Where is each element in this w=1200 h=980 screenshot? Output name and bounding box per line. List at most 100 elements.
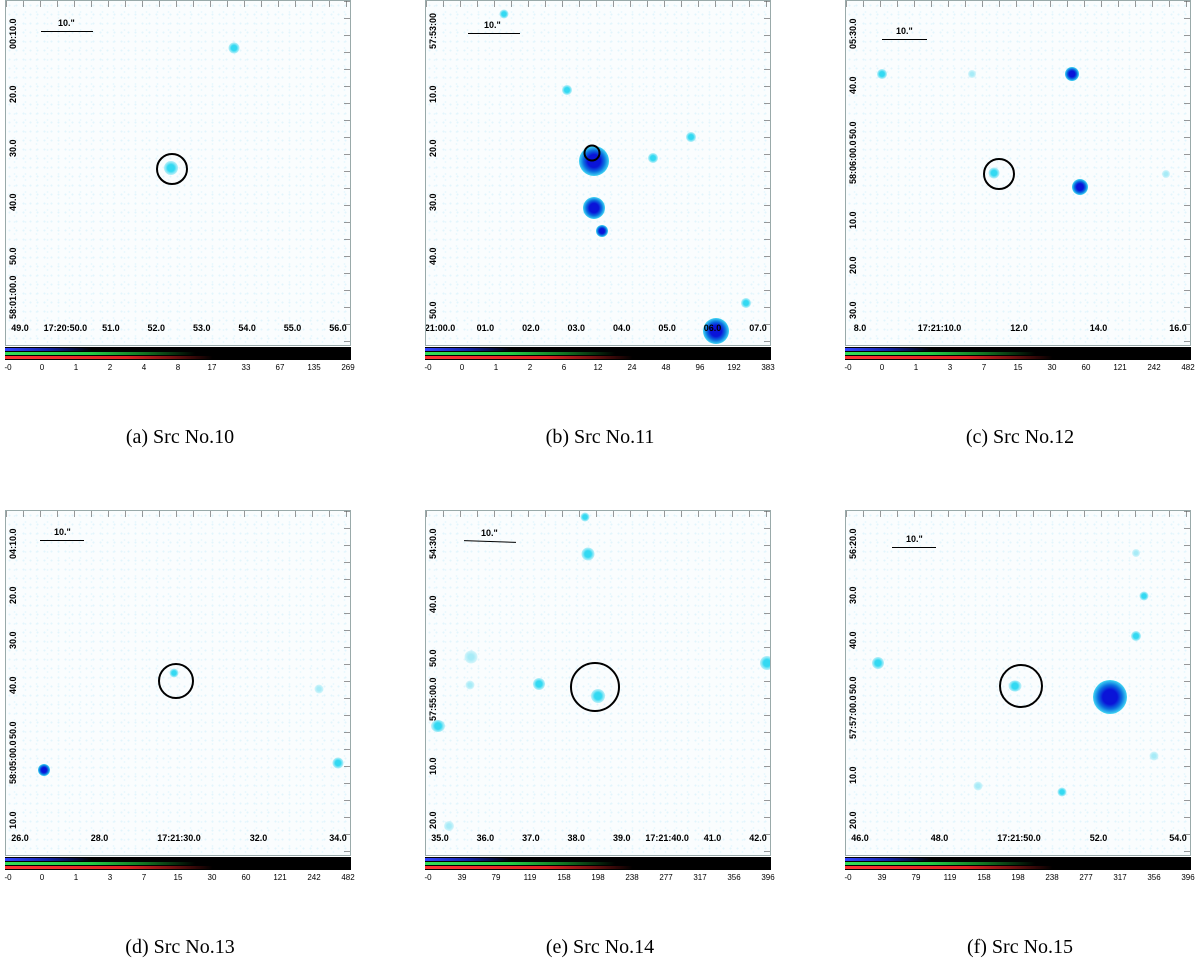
colorbar-tick-label: 119 <box>943 873 957 882</box>
x-tick-label: 36.0 <box>476 833 495 843</box>
x-tick-label: 17:21:10.0 <box>917 323 962 333</box>
colorbar-tick-label: 7 <box>981 363 987 372</box>
colorbar-tick-label: 96 <box>695 363 705 372</box>
colorbar-tick-label: 242 <box>1147 363 1161 372</box>
y-tick-label: 57:53:00 <box>428 12 438 49</box>
star <box>1057 787 1067 797</box>
colorbar-tick-label: 158 <box>977 873 991 882</box>
source-circle <box>156 153 188 185</box>
x-tick-label: 53.0 <box>192 323 211 333</box>
y-tick-label: 20.0 <box>848 811 858 829</box>
y-tick-label: 57:55:00.0 <box>428 677 438 721</box>
star <box>1093 680 1127 714</box>
x-tick-label: 51.0 <box>102 323 120 333</box>
x-tick-label: 04.0 <box>612 323 631 333</box>
y-tick-label: 58:06:00.0 <box>848 140 858 184</box>
colorbar-tick-label: 356 <box>727 873 741 882</box>
x-tick-label: 17:20:50.0 <box>43 323 88 333</box>
star <box>973 781 983 791</box>
colorbar-tick-label: 3 <box>107 873 113 882</box>
y-tick-label: 40.0 <box>428 247 438 265</box>
x-tick-label: 03.0 <box>567 323 586 333</box>
colorbar <box>845 347 1191 360</box>
colorbar-tick-label: 39 <box>457 873 467 882</box>
x-tick-label: 55.0 <box>283 323 302 333</box>
image-frame: 10." 8.0 17:21:10.0 12.0 14.0 16.0 05:30.0 40… <box>845 0 1191 346</box>
y-tick-label: 30.0 <box>8 139 18 157</box>
star <box>581 547 595 561</box>
x-tick-label: 48.0 <box>930 833 949 843</box>
colorbar-tick-label: 238 <box>625 873 639 882</box>
star <box>444 821 454 831</box>
y-tick-label: 58:05:00.0 <box>8 740 18 784</box>
colorbar <box>5 857 351 870</box>
x-tick-label: 42.0 <box>749 833 767 843</box>
image-frame: 10." 21:00.0 01.0 02.0 03.0 04.0 05.0 06.0 07.0… <box>425 0 771 346</box>
colorbar-tick-label: 1 <box>73 363 79 372</box>
caption: (e) Src No.14 <box>545 936 655 958</box>
star <box>562 85 572 95</box>
star <box>596 225 608 237</box>
x-tick-label: 52.0 <box>147 323 166 333</box>
caption: (b) Src No.11 <box>545 426 655 448</box>
scale-label: 10." <box>484 20 501 30</box>
y-tick-label: 20.0 <box>8 85 18 103</box>
colorbar-tick-label: 0 <box>39 363 45 372</box>
colorbar-tick-label: 79 <box>491 873 501 882</box>
star <box>741 298 751 308</box>
x-tick-label: 12.0 <box>1010 323 1028 333</box>
star <box>1132 549 1140 557</box>
star <box>533 678 545 690</box>
y-tick-label: 40.0 <box>848 631 858 649</box>
colorbar-tick-label: 33 <box>241 363 251 372</box>
x-tick-label: 56.0 <box>329 323 347 333</box>
star <box>968 70 976 78</box>
y-tick-label: 10.0 <box>428 757 438 775</box>
y-tick-label: 20.0 <box>428 139 438 157</box>
x-tick-label: 05.0 <box>658 323 676 333</box>
colorbar-tick-label: -0 <box>424 873 432 882</box>
colorbar-tick-label: 7 <box>141 873 147 882</box>
panel-a: 10." 49.0 17:20:50.0 51.0 52.0 53.0 54.0 55.0 5… <box>0 0 360 470</box>
x-tick-label: 28.0 <box>90 833 109 843</box>
star <box>1162 170 1170 178</box>
star <box>1139 591 1149 601</box>
y-tick-label: 50.0 <box>848 121 858 139</box>
y-tick-label: 40.0 <box>848 76 858 94</box>
colorbar-tick-label: 12 <box>593 363 603 372</box>
colorbar-tick-label: 17 <box>207 363 217 372</box>
x-tick-label: 37.0 <box>522 833 540 843</box>
x-tick-label: 32.0 <box>249 833 268 843</box>
scale-label: 10." <box>54 527 71 537</box>
colorbar-tick-label: 30 <box>1047 363 1057 372</box>
star <box>872 657 884 669</box>
star <box>877 69 887 79</box>
y-tick-label: 58:01:00.0 <box>8 275 18 319</box>
y-tick-label: 40.0 <box>8 193 18 211</box>
y-tick-label: 30.0 <box>428 193 438 211</box>
scale-label: 10." <box>58 18 75 28</box>
panel-c: 10." 8.0 17:21:10.0 12.0 14.0 16.0 05:30.0 40… <box>840 0 1200 470</box>
caption: (a) Src No.10 <box>125 426 235 448</box>
scale-label: 10." <box>906 534 923 544</box>
y-tick-label: 10.0 <box>848 211 858 229</box>
star <box>686 132 696 142</box>
star <box>38 764 50 776</box>
y-tick-label: 40.0 <box>8 676 18 694</box>
colorbar-tick-label: -0 <box>844 873 852 882</box>
image-frame: 10." 35.0 36.0 37.0 38.0 39.0 17:21:40.0 41.0 4… <box>425 510 771 856</box>
source-circle <box>999 664 1043 708</box>
star <box>228 42 240 54</box>
colorbar-tick-label: 317 <box>1113 873 1127 882</box>
x-tick-label: 26.0 <box>11 833 29 843</box>
y-tick-label: 50.0 <box>8 247 18 265</box>
colorbar-tick-label: 396 <box>1181 873 1195 882</box>
x-tick-label: 52.0 <box>1089 833 1108 843</box>
y-tick-label: 54:30.0 <box>428 528 438 559</box>
colorbar-tick-label: 242 <box>307 873 321 882</box>
x-tick-label: 07.0 <box>749 323 767 333</box>
image-frame: 10." 49.0 17:20:50.0 51.0 52.0 53.0 54.0 55.0 5… <box>5 0 351 346</box>
source-circle <box>158 663 194 699</box>
star <box>648 153 658 163</box>
panel-f: 10." 46.0 48.0 17:21:50.0 52.0 54.0 56:20.0 3… <box>840 510 1200 980</box>
